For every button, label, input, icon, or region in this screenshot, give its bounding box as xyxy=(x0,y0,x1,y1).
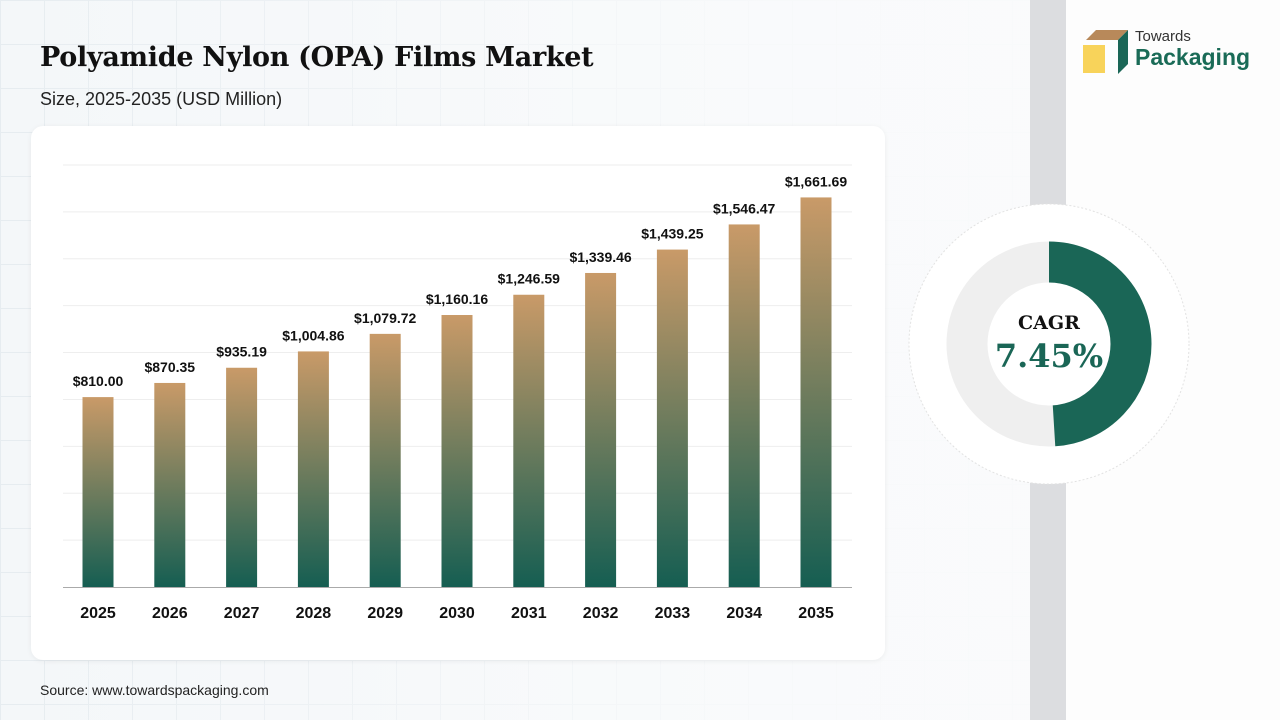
data-label: $1,004.86 xyxy=(282,327,344,343)
source-note: Source: www.towardspackaging.com xyxy=(40,682,269,698)
x-tick-label: 2031 xyxy=(511,605,547,622)
donut-fill xyxy=(946,241,1152,447)
data-label: $870.35 xyxy=(144,359,195,375)
bar-2025 xyxy=(82,397,114,587)
data-label: $1,160.16 xyxy=(426,291,488,307)
brand-line1: Towards xyxy=(1135,28,1191,45)
page-title: Polyamide Nylon (OPA) Films Market xyxy=(40,42,594,73)
data-label: $1,079.72 xyxy=(354,310,416,326)
x-tick-label: 2032 xyxy=(583,605,619,622)
bar-2026 xyxy=(154,382,186,587)
bar-2030 xyxy=(441,315,473,587)
bar-2034 xyxy=(728,224,760,587)
bar-2032 xyxy=(585,272,617,587)
x-tick-label: 2027 xyxy=(224,605,260,622)
data-label: $1,546.47 xyxy=(713,200,775,216)
cagr-donut: CAGR 7.45% xyxy=(908,203,1190,485)
bar-2033 xyxy=(656,249,688,587)
bar-2028 xyxy=(297,351,329,587)
data-label: $1,661.69 xyxy=(785,173,847,189)
x-tick-label: 2029 xyxy=(367,605,403,622)
data-label: $1,439.25 xyxy=(641,226,703,242)
page-subtitle: Size, 2025-2035 (USD Million) xyxy=(40,89,283,109)
cagr-value: 7.45% xyxy=(995,337,1103,375)
x-tick-label: 2033 xyxy=(655,605,691,622)
x-tick-label: 2030 xyxy=(439,605,475,622)
data-label: $810.00 xyxy=(73,373,124,389)
bar-2027 xyxy=(226,367,258,587)
cagr-label: CAGR xyxy=(1018,312,1080,334)
x-tick-label: 2028 xyxy=(296,605,332,622)
box-icon xyxy=(1083,30,1128,74)
data-label: $1,246.59 xyxy=(498,271,560,287)
bar-2029 xyxy=(369,333,401,587)
bar-2031 xyxy=(513,294,545,587)
brand-logo: Towards Packaging xyxy=(1082,28,1262,78)
brand-line2: Packaging xyxy=(1135,44,1251,70)
bar-chart: $810.00 2025 $870.35 2026 $935.19 2027 $1,004.… xyxy=(63,164,852,622)
data-label: $1,339.46 xyxy=(569,249,631,265)
x-tick-label: 2026 xyxy=(152,605,188,622)
x-tick-label: 2035 xyxy=(798,605,834,622)
data-label: $935.19 xyxy=(216,344,267,360)
x-tick-label: 2034 xyxy=(726,605,762,622)
x-tick-label: 2025 xyxy=(80,605,116,622)
bar-2035 xyxy=(800,197,832,587)
